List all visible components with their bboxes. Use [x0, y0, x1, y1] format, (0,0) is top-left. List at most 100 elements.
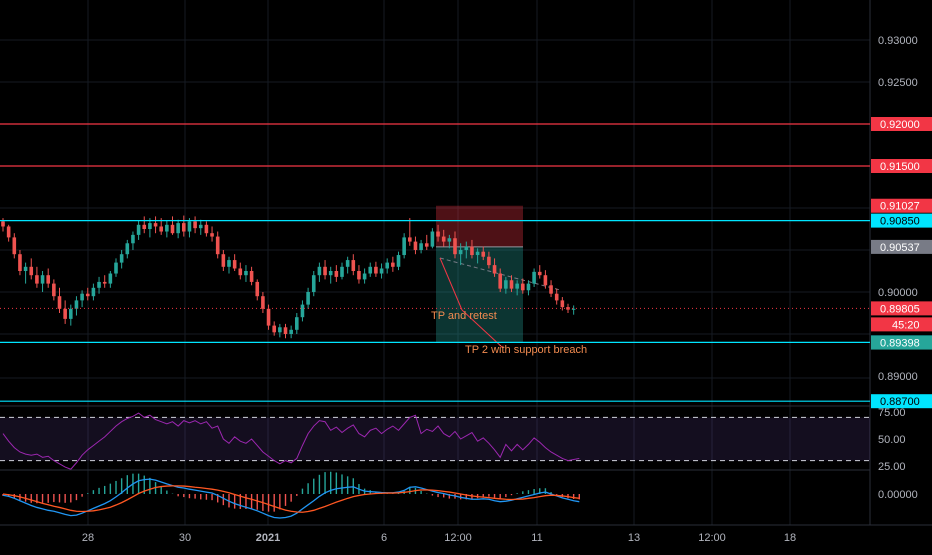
candle-body — [74, 300, 79, 309]
candle-body — [374, 266, 378, 274]
candle-body — [261, 296, 265, 309]
take-profit-zone[interactable] — [436, 246, 523, 343]
position-price-tag-bg[interactable] — [871, 198, 932, 213]
candle-body — [532, 271, 536, 284]
candle-body — [57, 296, 62, 309]
candle-body — [317, 266, 322, 276]
candle-body — [504, 280, 508, 289]
position-price-tag[interactable]: 0.89398 — [880, 338, 920, 350]
candle-body — [210, 233, 214, 237]
rsi-tick-label: 75.00 — [878, 407, 906, 419]
candle-body — [515, 283, 519, 289]
position-price-tag[interactable]: 0.90537 — [880, 242, 920, 254]
candle-body — [198, 224, 203, 229]
candle-body — [283, 327, 288, 334]
candle-body — [23, 266, 28, 271]
candle-body — [40, 275, 45, 284]
time-tick-label: 18 — [784, 532, 796, 544]
last-price-tag[interactable]: 0.89805 — [880, 303, 920, 315]
time-tick-label: 2021 — [256, 532, 280, 544]
candle-body — [232, 260, 237, 269]
candle-body — [571, 308, 576, 310]
candle-body — [176, 223, 180, 234]
candle-body — [481, 251, 486, 257]
candle-body — [35, 275, 39, 284]
candle-body — [368, 266, 373, 274]
rsi-line — [2, 412, 580, 470]
countdown-tag-bg[interactable] — [871, 317, 932, 332]
horizontal-levels[interactable] — [0, 123, 870, 402]
candle-body — [69, 308, 73, 319]
candle-body — [340, 266, 344, 277]
countdown-tag[interactable]: 45:20 — [892, 319, 920, 331]
candle-body — [215, 236, 220, 255]
price-tick-label: 0.92500 — [878, 77, 918, 89]
candle-body — [357, 271, 361, 280]
candle-body — [1, 221, 5, 227]
macd-line — [2, 478, 580, 519]
candle-body — [554, 293, 559, 301]
candle-body — [300, 304, 305, 318]
candle-body — [362, 273, 367, 280]
time-tick-label: 12:00 — [698, 532, 726, 544]
candle-body — [402, 237, 406, 256]
last-price-tag-bg[interactable] — [871, 301, 932, 316]
time-tick-label: 13 — [628, 532, 640, 544]
candle-body — [521, 283, 525, 291]
annotation-tp2-support-breach[interactable]: TP 2 with support breach — [465, 344, 587, 356]
rsi-panel: 75.00 50.00 25.00 — [0, 405, 906, 473]
candle-body — [63, 308, 67, 319]
candle-body — [453, 238, 457, 255]
candle-body — [492, 265, 497, 274]
candle-body — [328, 271, 333, 276]
time-tick-label: 12:00 — [444, 532, 472, 544]
level-price-tag-bg[interactable] — [871, 213, 932, 228]
candle-body — [306, 292, 310, 305]
time-axis[interactable]: 28 30 2021 6 12:00 11 13 12:00 18 — [0, 524, 932, 544]
candle-body — [549, 285, 553, 294]
candle-body — [97, 281, 101, 288]
position-price-tag-bg[interactable] — [871, 239, 932, 254]
level-price-tag[interactable]: 0.92000 — [880, 119, 920, 131]
candle-body — [391, 262, 395, 267]
candle-body — [102, 281, 107, 284]
price-axis[interactable]: 0.93000 0.92500 0.90000 0.89000 0.92000 0.915… — [871, 35, 932, 409]
time-tick-label: 11 — [531, 532, 542, 544]
candle-body — [498, 273, 502, 289]
rsi-band-fill — [0, 417, 870, 461]
annotations[interactable]: TP and retest TP 2 with support breach — [431, 310, 587, 356]
level-price-tag-bg[interactable] — [871, 394, 932, 409]
time-tick-label: 28 — [82, 532, 94, 544]
position-price-tag-bg[interactable] — [871, 335, 932, 350]
candle-body — [424, 243, 429, 247]
level-price-tag-bg[interactable] — [871, 159, 932, 173]
price-tick-label: 0.90000 — [878, 287, 918, 299]
candle-body — [85, 293, 90, 297]
macd-panel: 0.00000 — [0, 469, 918, 519]
annotation-tp-retest[interactable]: TP and retest — [431, 310, 497, 322]
candle-body — [204, 224, 209, 234]
level-price-tag[interactable]: 0.90850 — [880, 216, 920, 228]
level-price-tag-bg[interactable] — [871, 117, 932, 131]
arrow-line-2 — [461, 309, 504, 349]
rsi-tick-label: 25.00 — [878, 461, 906, 473]
candle-body — [52, 283, 56, 297]
candle-body — [182, 223, 186, 232]
position-price-tag[interactable]: 0.91027 — [880, 201, 920, 213]
candle-body — [193, 221, 197, 229]
level-price-tag[interactable]: 0.91500 — [880, 161, 920, 173]
arrow-line-1 — [439, 257, 463, 311]
candle-body — [526, 283, 531, 291]
price-tick-label: 0.89000 — [878, 371, 918, 383]
candle-body — [447, 238, 452, 242]
candle-body — [345, 260, 350, 267]
candle-body — [396, 255, 401, 267]
candle-body — [408, 237, 412, 242]
candle-body — [436, 231, 440, 237]
candle-body — [142, 224, 147, 229]
candle-body — [114, 262, 118, 274]
candle-body — [131, 234, 135, 244]
candle-body — [165, 224, 169, 232]
level-price-tag[interactable]: 0.88700 — [880, 396, 920, 408]
